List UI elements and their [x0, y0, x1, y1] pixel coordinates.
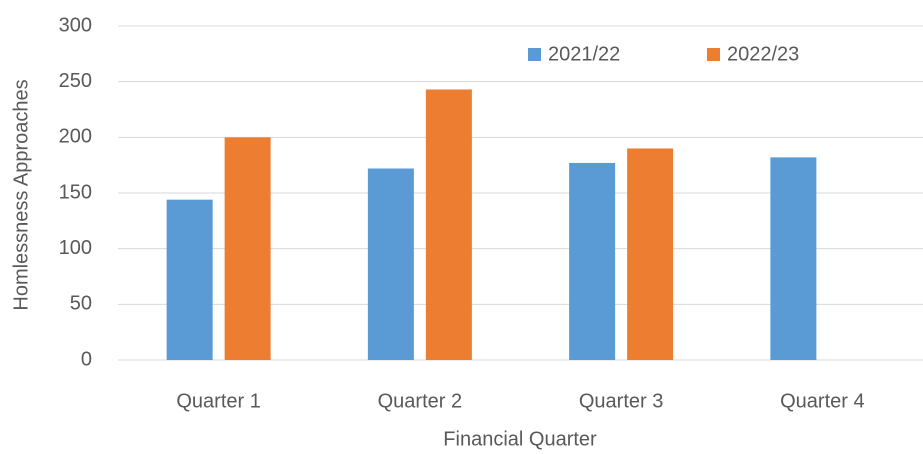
- legend-swatch: [707, 48, 720, 61]
- y-tick-label: 50: [70, 293, 92, 315]
- y-axis-title: Homlessness Approaches: [10, 79, 32, 310]
- legend-label: 2021/22: [548, 43, 620, 65]
- bar: [627, 148, 674, 360]
- y-tick-label: 150: [59, 181, 92, 203]
- y-tick-label: 100: [59, 237, 92, 259]
- x-tick-label: Quarter 4: [780, 390, 864, 412]
- y-tick-label: 0: [81, 348, 92, 370]
- legend-label: 2022/23: [727, 43, 799, 65]
- y-tick-label: 300: [59, 14, 92, 36]
- x-tick-label: Quarter 3: [579, 390, 663, 412]
- y-tick-label: 250: [59, 70, 92, 92]
- bar: [425, 89, 472, 361]
- bar: [166, 199, 213, 360]
- bar: [770, 157, 817, 360]
- bar: [224, 137, 271, 360]
- x-tick-label: Quarter 1: [176, 390, 260, 412]
- bar: [569, 162, 616, 360]
- bar: [367, 168, 414, 360]
- legend-swatch: [528, 48, 541, 61]
- x-axis-title: Financial Quarter: [443, 428, 597, 450]
- x-tick-label: Quarter 2: [378, 390, 462, 412]
- y-tick-label: 200: [59, 126, 92, 148]
